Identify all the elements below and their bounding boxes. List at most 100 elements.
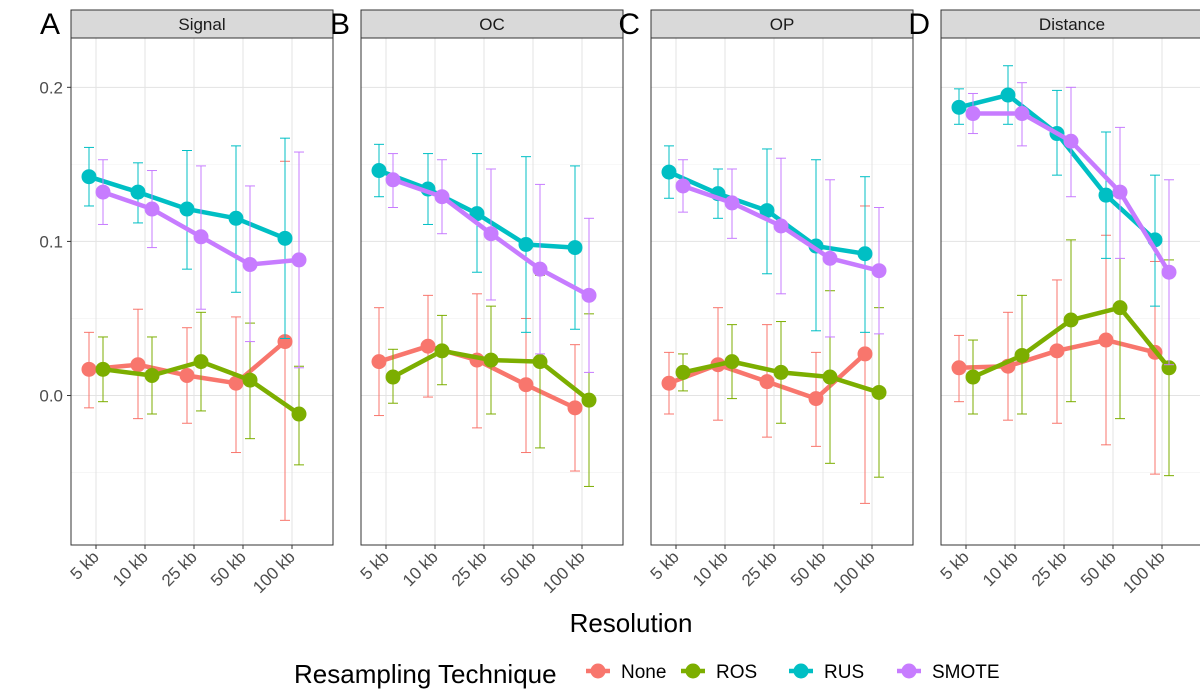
data-point: [661, 375, 677, 391]
x-tick-label: 10 kb: [979, 547, 1022, 590]
data-point: [951, 99, 967, 115]
y-tick-label: 0.1: [39, 232, 63, 251]
series-smote: [965, 82, 1177, 366]
data-point: [1161, 360, 1177, 376]
x-tick-label: 50 kb: [1077, 547, 1120, 590]
data-point: [434, 189, 450, 205]
data-point: [385, 369, 401, 385]
data-point: [483, 226, 499, 242]
x-tick-label: 25 kb: [1028, 547, 1071, 590]
data-point: [95, 361, 111, 377]
x-tick-label: 50 kb: [207, 547, 250, 590]
x-tick-label: 5 kb: [647, 547, 683, 583]
data-point: [532, 261, 548, 277]
plot-background: [71, 38, 333, 545]
x-tick-label: 100 kb: [249, 547, 299, 597]
data-point: [1049, 343, 1065, 359]
data-point: [130, 184, 146, 200]
data-point: [759, 374, 775, 390]
x-tick-label: 100 kb: [539, 547, 589, 597]
data-point: [81, 361, 97, 377]
data-point: [724, 195, 740, 211]
legend-label: ROS: [716, 662, 757, 683]
data-point: [532, 354, 548, 370]
x-tick-label: 100 kb: [829, 547, 879, 597]
series-ros: [675, 290, 887, 478]
legend-label: SMOTE: [932, 662, 1000, 683]
x-tick-label: 25 kb: [158, 547, 201, 590]
series-rus: [81, 137, 293, 340]
data-point: [965, 106, 981, 122]
strip-label: OC: [479, 15, 505, 34]
legend-key-none: None: [586, 662, 666, 683]
x-tick-label: 5 kb: [357, 547, 393, 583]
series-smote: [95, 151, 307, 369]
data-point: [1000, 87, 1016, 103]
panel-letter: C: [618, 8, 640, 41]
data-point: [965, 369, 981, 385]
y-tick-label: 0.0: [39, 387, 63, 406]
data-point: [1014, 106, 1030, 122]
data-point: [179, 367, 195, 383]
legend-key-point: [793, 663, 809, 679]
data-point: [277, 334, 293, 350]
data-point: [822, 250, 838, 266]
panel-signal: Signal A 5 kb 10 kb 25 kb 50 kb 100 kb 0.0 0.1 0.…: [39, 8, 334, 597]
data-point: [871, 263, 887, 279]
x-tick-label: 10 kb: [109, 547, 152, 590]
panel-oc: OC B 5 kb 10 kb 25 kb 50 kb 100 kb: [330, 8, 624, 597]
strip-background: [650, 9, 914, 39]
data-point: [242, 257, 258, 273]
data-point: [95, 184, 111, 200]
legend-label: None: [621, 662, 666, 683]
data-point: [385, 172, 401, 188]
legend-keys: None ROS RUS SMOTE: [586, 662, 1000, 683]
strip-label: OP: [770, 15, 795, 34]
x-tick-label: 5 kb: [67, 547, 103, 583]
data-point: [675, 178, 691, 194]
panel-distance: Distance D 5 kb 10 kb 25 kb 50 kb 100 kb: [908, 8, 1200, 597]
data-point: [857, 246, 873, 262]
strip-background: [360, 9, 624, 39]
data-point: [130, 357, 146, 373]
data-point: [1063, 312, 1079, 328]
series-none: [81, 160, 293, 521]
data-point: [179, 201, 195, 217]
x-tick-label: 10 kb: [689, 547, 732, 590]
legend-title: Resampling Technique: [294, 659, 557, 689]
data-point: [228, 375, 244, 391]
data-point: [144, 367, 160, 383]
legend-key-rus: RUS: [789, 662, 864, 683]
data-point: [1098, 187, 1114, 203]
data-point: [724, 354, 740, 370]
data-point: [1112, 184, 1128, 200]
series-rus: [371, 143, 583, 333]
data-point: [773, 218, 789, 234]
data-point: [567, 240, 583, 256]
x-tick-label: 50 kb: [497, 547, 540, 590]
strip-background: [940, 9, 1200, 39]
data-point: [871, 384, 887, 400]
x-tick-label: 50 kb: [787, 547, 830, 590]
x-tick-label: 25 kb: [738, 547, 781, 590]
plot-background: [651, 38, 913, 545]
legend: Resampling Technique None ROS RUS SMOTE: [294, 659, 1000, 689]
data-point: [371, 354, 387, 370]
data-point: [144, 201, 160, 217]
data-point: [291, 252, 307, 268]
series-smote: [675, 157, 887, 338]
panel-letter: D: [908, 8, 930, 41]
series-none: [371, 293, 583, 472]
data-point: [242, 372, 258, 388]
data-point: [773, 364, 789, 380]
data-point: [1161, 264, 1177, 280]
data-point: [469, 206, 485, 222]
data-point: [434, 343, 450, 359]
x-axis-title: Resolution: [570, 608, 693, 638]
data-point: [228, 210, 244, 226]
data-point: [483, 352, 499, 368]
data-point: [675, 364, 691, 380]
data-point: [822, 369, 838, 385]
legend-key-smote: SMOTE: [897, 662, 1000, 683]
panel-op: OP C 5 kb 10 kb 25 kb 50 kb 100 kb: [618, 8, 914, 597]
